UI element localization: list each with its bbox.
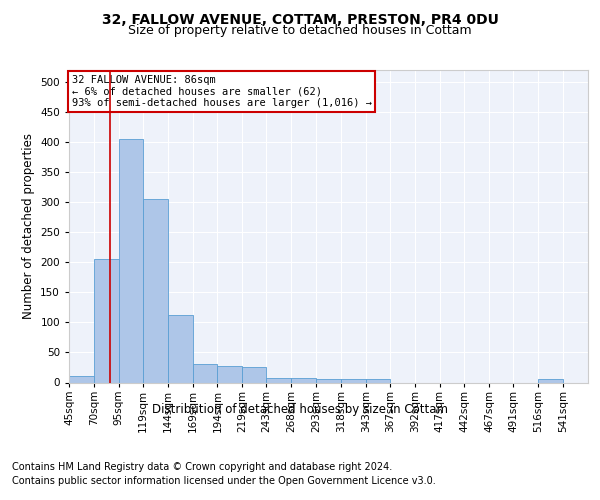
Bar — [119, 139, 143, 382]
Text: Distribution of detached houses by size in Cottam: Distribution of detached houses by size … — [152, 402, 448, 415]
Text: Contains HM Land Registry data © Crown copyright and database right 2024.: Contains HM Land Registry data © Crown c… — [12, 462, 392, 472]
Bar — [193, 364, 217, 382]
Bar — [242, 367, 266, 382]
Text: 32 FALLOW AVENUE: 86sqm
← 6% of detached houses are smaller (62)
93% of semi-det: 32 FALLOW AVENUE: 86sqm ← 6% of detached… — [71, 74, 371, 108]
Bar — [538, 380, 563, 382]
Text: Size of property relative to detached houses in Cottam: Size of property relative to detached ho… — [128, 24, 472, 37]
Bar — [143, 199, 167, 382]
Bar — [366, 380, 390, 382]
Bar — [69, 376, 94, 382]
Text: 32, FALLOW AVENUE, COTTAM, PRESTON, PR4 0DU: 32, FALLOW AVENUE, COTTAM, PRESTON, PR4 … — [101, 12, 499, 26]
Bar — [167, 315, 193, 382]
Bar — [94, 260, 119, 382]
Bar — [266, 378, 291, 382]
Text: Contains public sector information licensed under the Open Government Licence v3: Contains public sector information licen… — [12, 476, 436, 486]
Bar — [291, 378, 316, 382]
Bar — [341, 380, 366, 382]
Y-axis label: Number of detached properties: Number of detached properties — [22, 133, 35, 320]
Bar — [217, 366, 242, 382]
Bar — [316, 379, 341, 382]
